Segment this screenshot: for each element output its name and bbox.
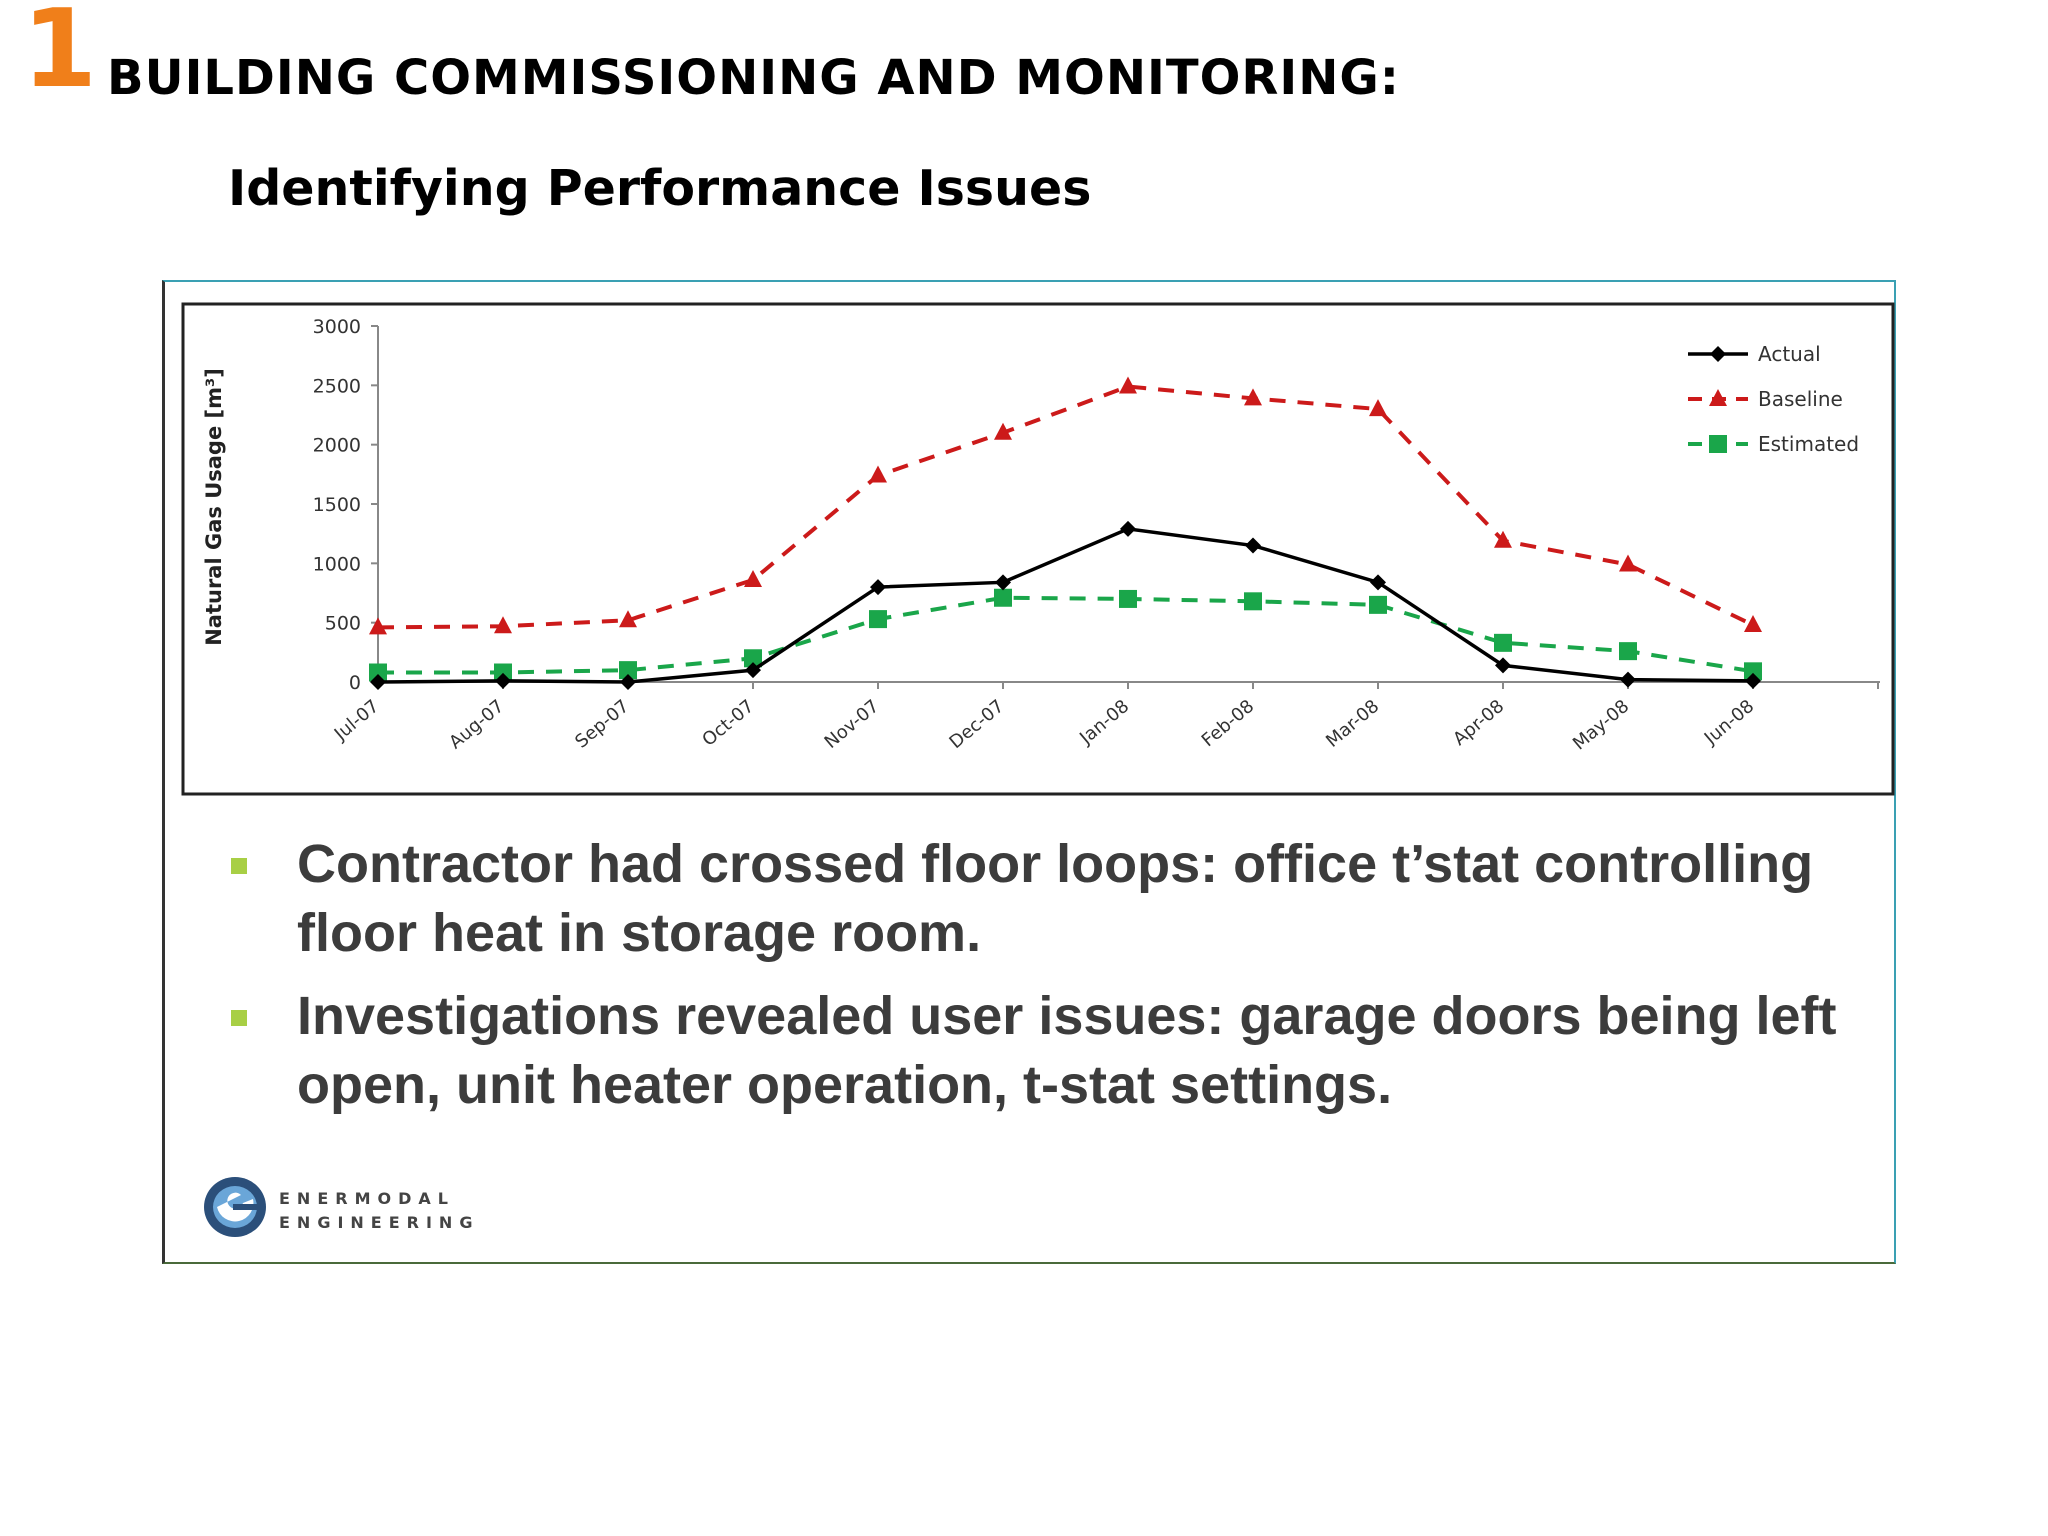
data-point-actual <box>745 662 761 679</box>
data-point-baseline <box>1494 530 1512 548</box>
data-point-actual <box>370 674 386 690</box>
content-panel: 0 500 1000 1500 2000 2500 3000 Jul-07 Aug-07 Sep-… <box>162 280 1896 1264</box>
data-point-estimated <box>994 588 1012 607</box>
series-line-baseline <box>377 384 1754 630</box>
data-point-baseline <box>994 422 1012 440</box>
data-point-actual <box>495 672 511 689</box>
company-logo: ENERMODAL ENGINEERING <box>203 1175 472 1239</box>
logo-line-2: ENGINEERING <box>279 1213 480 1232</box>
data-point-actual <box>995 574 1011 591</box>
slide-number: 1 <box>22 0 98 112</box>
globe-logo-icon <box>204 1177 266 1237</box>
page-subtitle: Identifying Performance Issues <box>228 160 1092 217</box>
bullet-list: Contractor had crossed floor loops: offi… <box>231 830 1851 1134</box>
data-point-baseline <box>869 465 887 483</box>
y-tick-label: 2500 <box>313 375 361 397</box>
data-point-estimated <box>1244 592 1262 611</box>
bullet-square-icon <box>231 1010 247 1026</box>
bullet-text: Contractor had crossed floor loops: offi… <box>297 834 1814 963</box>
bullet-square-icon <box>231 858 247 874</box>
y-tick-label: 0 <box>349 672 361 694</box>
data-point-baseline <box>494 616 512 634</box>
y-tick-label: 1500 <box>313 494 361 516</box>
data-point-baseline <box>619 610 637 628</box>
page-title: BUILDING COMMISSIONING AND MONITORING: <box>107 50 1400 106</box>
data-point-baseline <box>369 617 387 635</box>
data-point-baseline <box>1619 554 1637 572</box>
data-point-actual <box>1745 672 1761 689</box>
data-point-actual <box>1495 657 1511 674</box>
logo-text: ENERMODAL ENGINEERING <box>279 1187 479 1235</box>
data-point-estimated <box>1619 642 1637 661</box>
data-point-actual <box>1370 574 1386 591</box>
data-point-estimated <box>619 661 637 680</box>
data-point-estimated <box>369 663 387 682</box>
y-axis-label: Natural Gas Usage [m³] <box>202 368 226 646</box>
data-point-actual <box>620 674 636 690</box>
series-line-actual <box>377 527 1754 684</box>
bullet-item: Investigations revealed user issues: gar… <box>231 982 1851 1120</box>
legend-marker-actual <box>1710 346 1726 362</box>
data-point-baseline <box>1244 388 1262 406</box>
bullet-text: Investigations revealed user issues: gar… <box>297 986 1837 1115</box>
data-point-baseline <box>1744 615 1762 633</box>
legend-marker-baseline <box>1709 389 1727 406</box>
data-point-actual <box>870 579 886 596</box>
logo-line-1: ENERMODAL <box>279 1189 455 1208</box>
data-point-estimated <box>744 649 762 668</box>
data-point-estimated <box>1494 633 1512 652</box>
y-tick-label: 2000 <box>313 435 361 457</box>
legend-label-baseline: Baseline <box>1758 387 1843 411</box>
y-tick-label: 3000 <box>313 316 361 338</box>
data-point-estimated <box>1119 589 1137 608</box>
data-point-baseline <box>1119 376 1137 394</box>
data-point-estimated <box>869 610 887 629</box>
series-line-estimated <box>378 595 1754 675</box>
data-point-baseline <box>744 569 762 587</box>
data-point-actual <box>1245 537 1261 554</box>
data-point-estimated <box>494 663 512 682</box>
data-point-baseline <box>1369 399 1387 417</box>
legend-label-estimated: Estimated <box>1758 432 1859 456</box>
bullet-item: Contractor had crossed floor loops: offi… <box>231 830 1851 968</box>
y-tick-label: 500 <box>325 613 361 635</box>
data-point-actual <box>1120 520 1136 537</box>
chart-frame <box>181 302 1895 796</box>
legend-label-actual: Actual <box>1758 342 1821 366</box>
data-point-actual <box>1620 671 1636 688</box>
legend-marker-estimated <box>1709 435 1727 453</box>
data-point-estimated <box>1744 662 1762 681</box>
y-tick-label: 1000 <box>313 553 361 575</box>
data-point-estimated <box>1369 595 1387 614</box>
